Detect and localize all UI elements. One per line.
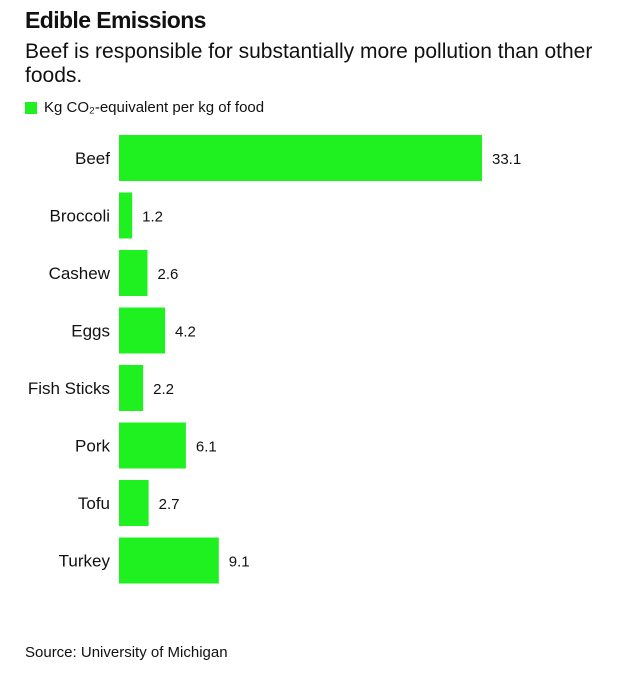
bar-cashew [119, 250, 148, 296]
value-label-broccoli: 1.2 [142, 209, 163, 226]
category-label-tofu: Tofu [78, 494, 110, 513]
legend-label: Kg CO₂-equivalent per kg of food [44, 99, 265, 116]
bar-turkey [119, 537, 219, 584]
category-label-fish-sticks: Fish Sticks [28, 379, 110, 398]
bar-fish-sticks [119, 365, 144, 411]
bar-broccoli [119, 192, 133, 239]
category-label-eggs: Eggs [71, 322, 110, 341]
legend: Kg CO₂-equivalent per kg of food [25, 99, 264, 116]
bar-pork [119, 422, 186, 469]
value-label-turkey: 9.1 [229, 554, 250, 571]
value-label-cashew: 2.6 [158, 266, 179, 283]
source-note: Source: University of Michigan [25, 644, 228, 661]
category-label-beef: Beef [75, 149, 110, 168]
value-label-pork: 6.1 [196, 439, 217, 456]
value-label-beef: 33.1 [492, 151, 521, 168]
category-label-turkey: Turkey [59, 552, 111, 571]
category-label-cashew: Cashew [49, 264, 111, 283]
value-label-tofu: 2.7 [159, 496, 180, 513]
bar-tofu [119, 480, 149, 526]
bar-chart: Beef 33.1 Broccoli 1.2 Cashew 2.6 Eggs 4.2 Fish … [28, 135, 521, 584]
bar-beef [119, 135, 482, 181]
bar-eggs [119, 307, 166, 354]
legend-swatch [25, 101, 37, 114]
chart-title: Edible Emissions [25, 7, 206, 33]
value-label-fish-sticks: 2.2 [153, 381, 174, 398]
category-label-broccoli: Broccoli [50, 207, 110, 226]
value-label-eggs: 4.2 [175, 324, 196, 341]
category-label-pork: Pork [75, 437, 110, 456]
chart-subtitle: Beef is responsible for substantially mo… [25, 40, 593, 87]
